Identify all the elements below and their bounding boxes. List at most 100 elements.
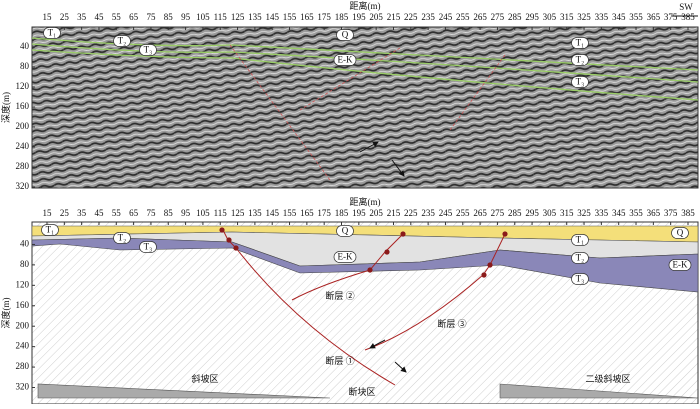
x-tick-label: 105 xyxy=(196,208,210,218)
label-box xyxy=(336,29,354,41)
x-tick-label: 65 xyxy=(129,208,139,218)
x-tick-label: 135 xyxy=(248,12,262,22)
layer-label: T₂ xyxy=(118,233,127,243)
x-tick-label: 255 xyxy=(456,208,470,218)
x-tick-label: 115 xyxy=(214,208,228,218)
y-tick-label: 120 xyxy=(16,81,30,91)
x-axis-title: 距离(m) xyxy=(350,196,381,207)
layer-label: T₁ xyxy=(576,235,585,245)
zone-label: 断块区 xyxy=(348,386,375,397)
y-tick-label: 40 xyxy=(20,41,30,51)
arrow xyxy=(359,141,379,153)
x-tick-label: 45 xyxy=(94,12,104,22)
label-box xyxy=(571,76,589,88)
y-tick-label: 280 xyxy=(16,161,30,171)
x-tick-label: 35 xyxy=(77,12,87,22)
y-tick-label: 240 xyxy=(16,141,30,151)
y-tick-label: 80 xyxy=(20,61,30,71)
label-box xyxy=(571,273,589,285)
label-box xyxy=(333,54,357,66)
x-tick-label: 85 xyxy=(164,208,174,218)
y-axis-title: 深度(m) xyxy=(0,92,11,123)
fault-trace xyxy=(229,44,506,181)
x-tick-label: 255 xyxy=(456,12,470,22)
x-tick-label: 165 xyxy=(300,208,314,218)
label-box xyxy=(139,241,157,253)
layer-label: Q xyxy=(677,228,684,238)
x-tick-label: 105 xyxy=(196,12,210,22)
x-tick-label: 25 xyxy=(60,12,70,22)
x-tick-label: 75 xyxy=(146,12,156,22)
x-tick-label: 275 xyxy=(491,208,505,218)
layer-label: T₁ xyxy=(48,28,57,38)
x-tick-label: 125 xyxy=(231,12,245,22)
x-tick-label: 95 xyxy=(181,208,191,218)
layer-label: Q xyxy=(342,30,349,40)
x-tick-label: 155 xyxy=(283,12,297,22)
x-tick-label: 355 xyxy=(629,12,643,22)
layer-ek xyxy=(31,237,699,293)
horizon xyxy=(31,43,699,83)
x-tick-label: 205 xyxy=(369,12,383,22)
x-tick-label: 215 xyxy=(387,208,401,218)
x-tick-label: 345 xyxy=(612,12,626,22)
layer-label: T₁ xyxy=(576,38,585,48)
label-box xyxy=(571,37,589,49)
x-tick-label: 355 xyxy=(629,208,643,218)
x-tick-label: 285 xyxy=(508,208,522,218)
fault-label: 断层 ① xyxy=(325,355,354,366)
layer-label: T₃ xyxy=(576,77,585,87)
label-box xyxy=(43,27,61,39)
label-box xyxy=(333,251,357,263)
x-tick-label: 185 xyxy=(335,208,349,218)
x-tick-label: 175 xyxy=(317,12,331,22)
y-tick-label: 240 xyxy=(16,341,30,351)
x-tick-label: 185 xyxy=(335,12,349,22)
slope-zone xyxy=(499,383,699,399)
x-tick-label: 335 xyxy=(595,12,609,22)
x-tick-label: 345 xyxy=(612,208,626,218)
x-tick-label: 155 xyxy=(283,208,297,218)
label-box xyxy=(571,54,589,66)
label-box xyxy=(336,225,354,237)
x-tick-label: 65 xyxy=(129,12,139,22)
y-tick-label: 40 xyxy=(20,239,30,249)
fault-label: 断层 ② xyxy=(325,290,354,301)
arrow xyxy=(369,339,386,349)
x-tick-label: 85 xyxy=(164,12,174,22)
x-tick-label: 15 xyxy=(43,208,53,218)
x-tick-label: 245 xyxy=(439,208,453,218)
layer-label: T₃ xyxy=(144,242,153,252)
layer-label: E-K xyxy=(338,252,353,262)
arrow xyxy=(391,159,405,177)
x-tick-label: 235 xyxy=(421,12,435,22)
x-tick-label: 315 xyxy=(560,208,574,218)
x-tick-label: 295 xyxy=(525,208,539,218)
label-box xyxy=(671,227,689,239)
x-tick-label: 145 xyxy=(265,208,279,218)
label-box xyxy=(668,259,692,271)
label-box xyxy=(41,224,59,236)
fault-label: 断层 ③ xyxy=(437,318,466,329)
x-tick-label: 75 xyxy=(146,208,156,218)
y-tick-label: 200 xyxy=(16,121,30,131)
x-tick-label: 15 xyxy=(43,12,53,22)
x-tick-label: 95 xyxy=(181,12,191,22)
x-tick-label: 245 xyxy=(439,12,453,22)
y-tick-label: 80 xyxy=(20,259,30,269)
x-tick-label: 165 xyxy=(300,12,314,22)
layer-label: Q xyxy=(342,226,349,236)
zone-label: 斜坡区 xyxy=(191,373,218,384)
y-tick-label: 320 xyxy=(16,382,30,392)
x-tick-label: 275 xyxy=(491,12,505,22)
x-tick-label: 175 xyxy=(317,208,331,218)
x-tick-label: 375 xyxy=(664,12,678,22)
x-tick-label: 265 xyxy=(473,208,487,218)
x-tick-label: 305 xyxy=(543,12,557,22)
x-tick-label: 365 xyxy=(647,208,661,218)
x-tick-label: 295 xyxy=(525,12,539,22)
x-tick-label: 145 xyxy=(265,12,279,22)
x-tick-label: 385 xyxy=(681,12,695,22)
layer-label: T₁ xyxy=(46,225,55,235)
